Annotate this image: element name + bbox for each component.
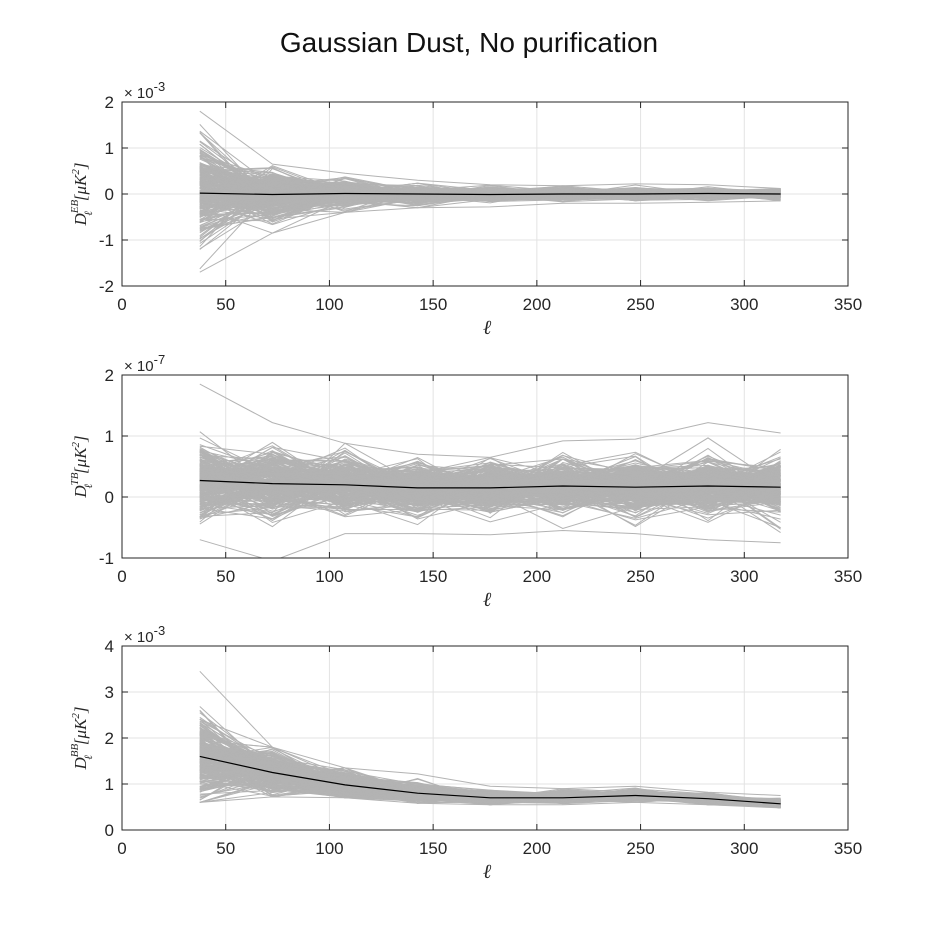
tb-realization-line [199, 469, 781, 497]
tb-x-tick-label: 100 [315, 567, 343, 586]
tb-realization-line [199, 445, 781, 505]
bb-realizations [199, 670, 781, 809]
bb-realization-line [199, 762, 781, 802]
bb-realization-extreme [199, 670, 781, 796]
eb-x-axis-label: ℓ [483, 317, 492, 339]
tb-axes-box [121, 374, 849, 559]
tb-x-tick-label: 350 [834, 567, 862, 586]
bb-y-tick-label: 4 [105, 637, 114, 656]
eb-y-tick-label: 2 [105, 93, 114, 112]
tb-realization-extreme [199, 383, 781, 458]
bb-exponent-label: × 10-3 [124, 623, 165, 646]
eb-x-tick-label: 250 [626, 295, 654, 314]
eb-x-tick-label: 50 [216, 295, 235, 314]
tb-realization-line [199, 450, 781, 507]
tb-realization-line [199, 459, 781, 512]
tb-mean-line [199, 479, 781, 489]
eb-y-tick-label: 0 [105, 185, 114, 204]
bb-panel: 0 50 100 150 200 250 300 350 0 1 2 3 4 × 10-3 ℓ DBBℓ[μK… [69, 623, 862, 883]
tb-realization-line [199, 467, 781, 511]
tb-realization-line [199, 468, 781, 506]
bb-x-tick-label: 250 [626, 839, 654, 858]
tb-realization-line [199, 471, 781, 518]
bb-y-tick-label: 2 [105, 729, 114, 748]
eb-realization-extreme [199, 200, 781, 273]
tb-realization-extreme [199, 529, 781, 558]
bb-x-tick-label: 0 [117, 839, 126, 858]
tb-y-tick-label: 1 [105, 427, 114, 446]
bb-x-tick-label: 50 [216, 839, 235, 858]
eb-realization-line [199, 182, 781, 213]
tb-x-tick-label: 250 [626, 567, 654, 586]
bb-mean-line [199, 755, 781, 805]
bb-y-tick-label: 3 [105, 683, 114, 702]
eb-x-tick-label: 0 [117, 295, 126, 314]
bb-y-tick-label: 1 [105, 775, 114, 794]
tb-x-tick-label: 300 [730, 567, 758, 586]
tb-y-tick-label: -1 [99, 549, 114, 568]
tb-realization-line [199, 468, 781, 511]
bb-realization-line [199, 759, 781, 806]
tb-realizations [199, 383, 781, 558]
eb-x-tick-label: 200 [523, 295, 551, 314]
tb-x-tick-label: 0 [117, 567, 126, 586]
bb-y-tick-label: 0 [105, 821, 114, 840]
tb-realization-line [199, 441, 781, 506]
bb-x-tick-label: 300 [730, 839, 758, 858]
eb-x-tick-label: 350 [834, 295, 862, 314]
tb-x-tick-label: 200 [523, 567, 551, 586]
tb-exponent-label: × 10-7 [124, 352, 165, 375]
tb-realization-line [199, 450, 781, 501]
bb-x-tick-label: 150 [419, 839, 447, 858]
eb-y-tick-label: -2 [99, 277, 114, 296]
eb-x-tick-label: 300 [730, 295, 758, 314]
eb-x-tick-label: 150 [419, 295, 447, 314]
eb-exponent-label: × 10-3 [124, 79, 165, 102]
eb-realization-extreme [199, 110, 781, 189]
tb-realization-line [199, 474, 781, 511]
eb-y-tick-label: -1 [99, 231, 114, 250]
bb-x-tick-label: 100 [315, 839, 343, 858]
eb-mean-line [199, 192, 781, 196]
eb-realization-line [199, 191, 781, 209]
eb-x-tick-label: 100 [315, 295, 343, 314]
tb-y-tick-label: 2 [105, 366, 114, 385]
eb-y-axis-label: DEBℓ[μK2] [69, 163, 95, 227]
tb-x-axis-label: ℓ [483, 589, 492, 611]
tb-y-axis-label: DTBℓ[μK2] [69, 435, 95, 498]
eb-realization-line [199, 189, 781, 228]
eb-panel: 0 50 100 150 200 250 300 350 -2 -1 0 1 2 × 10-3 ℓ DEBℓ[… [69, 79, 862, 339]
tb-realization-line [199, 456, 781, 515]
tb-realization-line [199, 463, 781, 508]
bb-x-tick-label: 350 [834, 839, 862, 858]
bb-realization-extreme [199, 796, 781, 809]
tb-realization-line [199, 466, 781, 513]
tb-x-tick-label: 50 [216, 567, 235, 586]
eb-realization-line [199, 183, 781, 198]
figure-title: Gaussian Dust, No purification [280, 27, 658, 58]
bb-y-axis-label: DBBℓ[μK2] [69, 707, 95, 771]
bb-x-axis-label: ℓ [483, 861, 492, 883]
eb-realization-line [199, 186, 781, 198]
tb-x-tick-label: 150 [419, 567, 447, 586]
eb-y-tick-label: 1 [105, 139, 114, 158]
bb-x-tick-label: 200 [523, 839, 551, 858]
tb-y-tick-label: 0 [105, 488, 114, 507]
